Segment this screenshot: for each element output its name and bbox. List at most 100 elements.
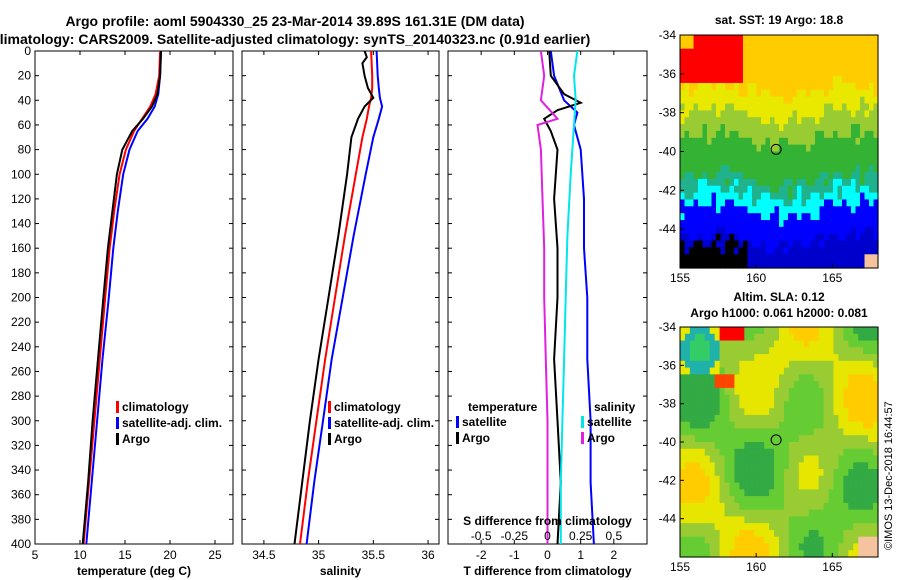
heatmap-cell [843, 455, 849, 463]
heatmap-cell [720, 158, 726, 166]
heatmap-cell [843, 529, 849, 538]
heatmap-cell [724, 387, 731, 396]
heatmap-cell [779, 455, 785, 463]
heatmap-cell [788, 448, 795, 457]
heatmap-cell [738, 206, 744, 214]
heatmap-cell [828, 340, 835, 348]
heatmap-cell [823, 448, 830, 457]
map-y-tick-label: -42 [659, 183, 677, 197]
heatmap-cell [792, 226, 798, 235]
heatmap-cell [704, 509, 711, 518]
heatmap-cell [797, 62, 803, 70]
heatmap-cell [707, 69, 713, 77]
heatmap-cell [765, 240, 771, 249]
heatmap-cell [806, 48, 812, 57]
heatmap-cell [815, 89, 821, 98]
heatmap-cell [810, 96, 816, 105]
heatmap-cell [724, 394, 731, 403]
heatmap-cell [729, 523, 736, 531]
heatmap-cell [752, 172, 758, 180]
heatmap-cell [868, 381, 874, 389]
heatmap-cell [684, 247, 690, 255]
heatmap-cell [860, 192, 866, 201]
heatmap-cell [743, 165, 749, 173]
heatmap-cell [719, 367, 726, 375]
heatmap-cell [846, 62, 852, 70]
heatmap-cell [853, 543, 859, 551]
heatmap-cell [779, 448, 785, 457]
heatmap-cell [838, 550, 844, 558]
heatmap-cell [819, 233, 825, 242]
heatmap-cell [689, 199, 695, 207]
heatmap-cell [783, 192, 789, 201]
heatmap-cell [729, 333, 736, 342]
heatmap-cell [828, 41, 834, 50]
heatmap-cell [846, 185, 852, 194]
heatmap-cell [747, 240, 753, 249]
heatmap-cell [858, 448, 864, 457]
heatmap-cell [819, 89, 825, 98]
heatmap-cell [698, 199, 704, 207]
heatmap-cell [765, 165, 771, 173]
heatmap-cell [864, 247, 870, 255]
heatmap-cell [864, 158, 870, 166]
heatmap-cell [709, 469, 716, 477]
heatmap-cell [824, 185, 830, 194]
heatmap-cell [754, 340, 760, 348]
heatmap-cell [851, 144, 857, 153]
heatmap-cell [818, 475, 825, 484]
heatmap-cell [707, 76, 713, 84]
heatmap-cell [788, 254, 794, 262]
heatmap-cell [729, 354, 736, 362]
heatmap-cell [869, 247, 875, 255]
heatmap-cell [725, 185, 731, 194]
heatmap-cell [779, 394, 785, 403]
heatmap-cell [702, 82, 708, 91]
series-line-argo [293, 50, 375, 545]
heatmap-cell [680, 374, 686, 382]
heatmap-cell [698, 192, 704, 201]
heatmap-cell [694, 401, 701, 409]
heatmap-cell [729, 151, 735, 159]
heatmap-cell [838, 428, 844, 436]
heatmap-cell [699, 502, 706, 511]
heatmap-cell [833, 172, 839, 180]
heatmap-cell [704, 394, 711, 403]
heatmap-cell [729, 442, 736, 450]
heatmap-cell [813, 347, 820, 355]
heatmap-cell [806, 55, 812, 64]
heatmap-cell [765, 178, 771, 187]
heatmap-cell [797, 89, 803, 98]
heatmap-cell [720, 226, 726, 235]
heatmap-cell [738, 96, 744, 105]
heatmap-cell [818, 550, 825, 558]
heatmap-cell [868, 333, 874, 342]
heatmap-cell [779, 354, 785, 362]
heatmap-cell [716, 185, 722, 194]
heatmap-cell [744, 482, 750, 490]
heatmap-cell [747, 178, 753, 187]
heatmap-cell [774, 48, 780, 57]
heatmap-cell [724, 469, 731, 477]
heatmap-cell [838, 489, 844, 497]
heatmap-cell [734, 144, 740, 153]
heatmap-cell [783, 254, 789, 262]
heatmap-cell [749, 529, 755, 538]
heatmap-cell [828, 455, 835, 463]
heatmap-cell [792, 48, 798, 57]
heatmap-cell [720, 220, 726, 228]
heatmap-cell [864, 240, 870, 249]
heatmap-cell [725, 158, 731, 166]
heatmap-cell [860, 89, 866, 98]
heatmap-cell [770, 130, 776, 139]
heatmap-cell [747, 226, 753, 235]
heatmap-cell [729, 254, 735, 262]
heatmap-cell [860, 117, 866, 125]
heatmap-cell [868, 387, 874, 396]
heatmap-cell [734, 347, 740, 355]
heatmap-cell [752, 76, 758, 84]
heatmap-cell [765, 199, 771, 207]
heatmap-cell [761, 124, 767, 132]
heatmap-cell [719, 462, 726, 470]
heatmap-cell [863, 394, 869, 403]
